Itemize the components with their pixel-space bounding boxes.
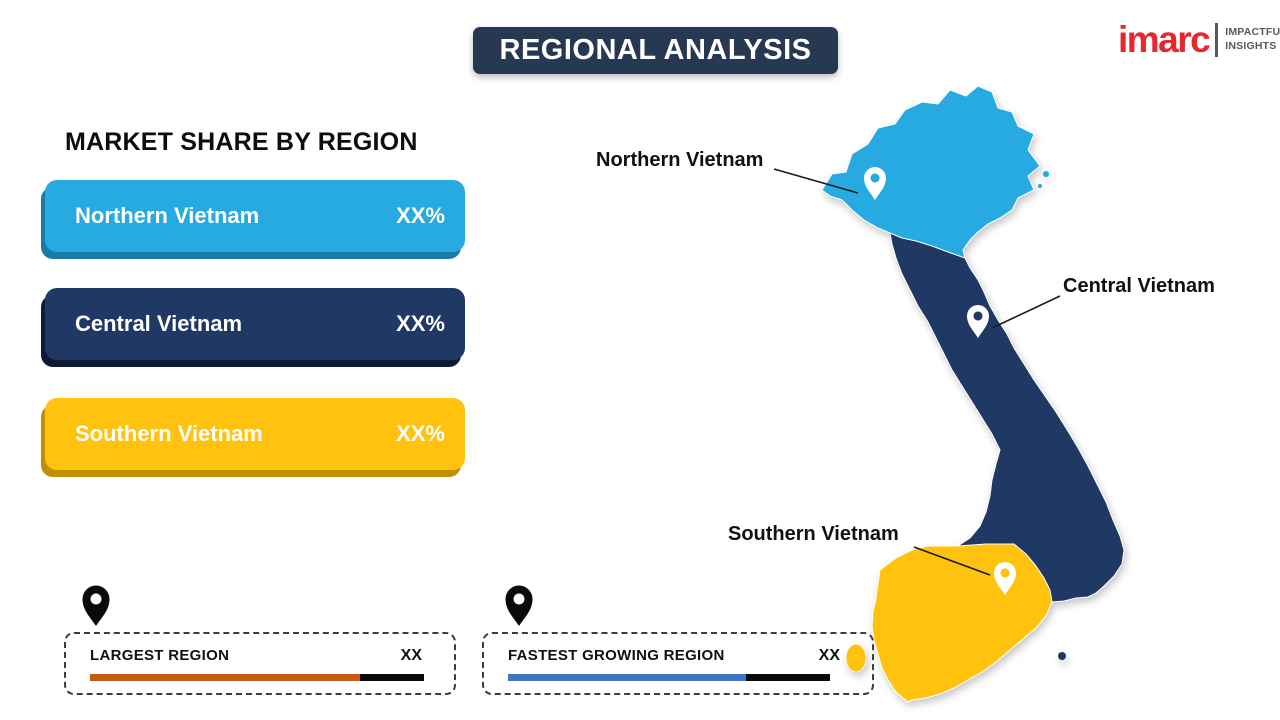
fastest-region-pin-icon [505, 585, 533, 626]
region-bar-value: XX% [396, 311, 445, 336]
region-bar-value: XX% [396, 203, 445, 228]
phu-quoc-island [845, 643, 867, 673]
region-bar-label: Northern Vietnam [75, 203, 260, 228]
largest-region-bar-color [90, 674, 360, 681]
region-bar-label: Southern Vietnam [75, 421, 263, 446]
island-dot-north [1043, 171, 1049, 177]
imarc-logo: imarc IMPACTFUL INSIGHTS [1118, 21, 1280, 58]
largest-region-label: LARGEST REGION [90, 647, 230, 664]
southern-pin-icon [994, 562, 1016, 595]
vietnam-map [821, 85, 1125, 703]
largest-region-pin-icon [82, 585, 110, 626]
region-bar-northern-vietnam: Northern Vietnam XX% [45, 180, 465, 252]
logo-divider [1215, 22, 1219, 57]
region-bar-label: Central Vietnam [75, 311, 243, 336]
fastest-growing-region-value: XX [818, 647, 840, 664]
fastest-growing-region-bar-black [746, 674, 830, 681]
fastest-growing-region-label: FASTEST GROWING REGION [508, 647, 725, 664]
page-title-banner: REGIONAL ANALYSIS [473, 27, 838, 74]
central-pin-icon [967, 304, 989, 338]
region-bar-southern-vietnam: Southern Vietnam XX% [45, 398, 465, 470]
region-northern-vietnam-shape [821, 85, 1041, 259]
market-share-heading: MARKET SHARE BY REGION [65, 128, 418, 156]
fastest-growing-region-bar [508, 674, 872, 681]
logo-tagline: IMPACTFUL INSIGHTS [1225, 26, 1280, 52]
fastest-growing-region-bar-color [508, 674, 746, 681]
page-title: REGIONAL ANALYSIS [499, 34, 812, 66]
largest-region-box: LARGEST REGION XX [64, 632, 456, 695]
island-dot-south [1058, 652, 1066, 660]
largest-region-value: XX [400, 647, 422, 664]
map-label-southern-vietnam: Southern Vietnam [728, 523, 899, 545]
largest-region-bar [90, 674, 454, 681]
northern-pin-icon [864, 167, 886, 200]
map-label-northern-vietnam: Northern Vietnam [596, 149, 764, 171]
largest-region-bar-black [360, 674, 424, 681]
logo-tagline-line2: INSIGHTS [1225, 39, 1277, 52]
logo-tagline-line1: IMPACTFUL [1225, 26, 1280, 39]
region-southern-vietnam-shape [871, 543, 1053, 703]
region-bar-central-vietnam: Central Vietnam XX% [45, 288, 465, 360]
map-label-central-vietnam: Central Vietnam [1063, 275, 1215, 297]
imarc-logo-text: imarc [1118, 19, 1211, 60]
fastest-growing-region-box: FASTEST GROWING REGION XX [482, 632, 874, 695]
region-bar-value: XX% [396, 421, 445, 446]
island-dot-north-2 [1038, 184, 1042, 188]
